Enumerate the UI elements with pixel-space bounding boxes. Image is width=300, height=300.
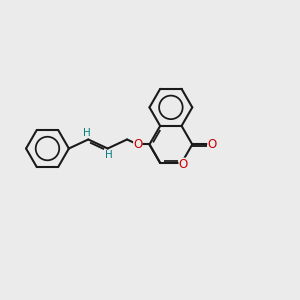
Text: O: O bbox=[133, 138, 142, 151]
Text: H: H bbox=[83, 128, 91, 138]
Text: O: O bbox=[178, 158, 188, 171]
Text: H: H bbox=[105, 150, 112, 160]
Text: O: O bbox=[207, 138, 217, 151]
